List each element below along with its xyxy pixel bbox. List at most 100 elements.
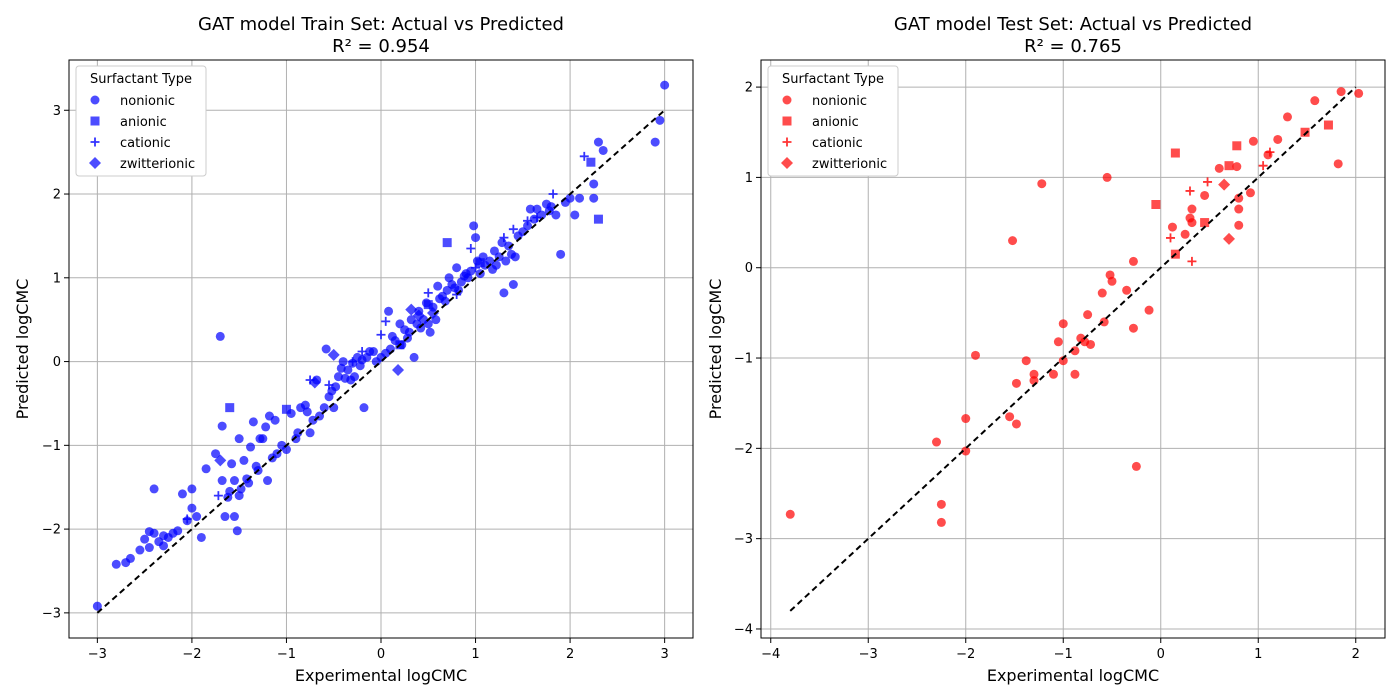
train-y-tick-label: 3	[53, 104, 61, 119]
test-legend-marker-nonionic	[782, 95, 792, 105]
train-point-nonionic	[270, 415, 280, 425]
train-point-nonionic	[409, 352, 419, 362]
train-point-nonionic	[525, 204, 535, 214]
train-point-nonionic	[650, 137, 660, 147]
test-point-nonionic	[1245, 188, 1255, 198]
test-point-cationic	[1258, 161, 1268, 171]
test-point-nonionic	[1049, 369, 1058, 379]
test-point-zwitterionic	[1218, 178, 1231, 191]
test-legend-markers	[781, 95, 793, 169]
test-reference-line	[789, 86, 1357, 612]
train-y-axis-label: Predicted logCMC	[13, 279, 32, 420]
test-legend-marker-zwitterionic	[781, 157, 793, 169]
train-point-nonionic	[192, 512, 202, 522]
test-y-tick-label: −2	[734, 442, 753, 457]
test-point-anionic	[1170, 148, 1180, 158]
train-point-nonionic	[173, 526, 183, 536]
train-point-anionic	[281, 404, 291, 414]
test-point-nonionic	[936, 499, 946, 509]
test-point-nonionic	[1053, 337, 1063, 347]
test-legend-title: Surfactant Type	[782, 72, 884, 87]
train-y-tick-label: −1	[42, 439, 61, 454]
train-point-zwitterionic	[412, 309, 425, 322]
train-legend-marker-cationic	[90, 137, 100, 147]
train-point-nonionic	[149, 528, 159, 538]
test-y-tick-label: 1	[745, 171, 753, 186]
test-y-tick-label: −3	[734, 532, 753, 547]
train-point-nonionic	[236, 484, 246, 494]
train-point-nonionic	[598, 145, 608, 155]
train-point-nonionic	[501, 256, 511, 266]
test-point-nonionic	[1086, 339, 1096, 349]
test-title: GAT model Test Set: Actual vs Predicted	[894, 14, 1252, 35]
test-point-nonionic	[1234, 193, 1244, 203]
test-point-nonionic	[1187, 218, 1197, 228]
train-point-cationic	[213, 491, 223, 501]
train-point-nonionic	[263, 476, 273, 486]
train-subtitle: R² = 0.954	[332, 36, 430, 57]
train-point-nonionic	[546, 202, 556, 212]
train-y-tick-label: 2	[53, 188, 61, 203]
train-point-nonionic	[384, 306, 394, 316]
train-point-cationic	[499, 233, 509, 243]
test-point-nonionic	[1083, 310, 1093, 320]
test-point-nonionic	[1037, 179, 1047, 189]
test-legend-marker-cationic	[782, 137, 792, 147]
test-point-nonionic	[1097, 288, 1107, 298]
train-point-nonionic	[220, 512, 230, 522]
test-point-cationic	[1185, 186, 1195, 196]
train-point-zwitterionic	[392, 363, 405, 376]
train-point-nonionic	[471, 233, 481, 243]
test-point-nonionic	[932, 437, 941, 447]
train-point-nonionic	[217, 476, 227, 486]
train-point-nonionic	[187, 484, 197, 494]
train-legend-markers	[89, 95, 101, 169]
train-y-tick-label: 0	[53, 355, 61, 370]
train-point-nonionic	[244, 478, 254, 488]
test-point-cationic	[1203, 177, 1213, 187]
test-point-anionic	[1224, 161, 1234, 171]
train-point-nonionic	[660, 80, 670, 90]
test-points	[785, 87, 1364, 527]
test-point-nonionic	[1310, 96, 1320, 106]
train-point-anionic	[593, 214, 603, 224]
train-point-nonionic	[589, 193, 599, 203]
train-legend-nonionic: nonionic	[120, 94, 175, 109]
train-point-anionic	[475, 258, 485, 268]
test-point-nonionic	[1029, 369, 1039, 379]
train-point-nonionic	[368, 347, 378, 357]
train-point-nonionic	[227, 459, 237, 469]
train-point-nonionic	[140, 534, 150, 544]
train-point-nonionic	[92, 601, 102, 611]
test-y-tick-label: −1	[734, 352, 753, 367]
train-point-nonionic	[469, 221, 479, 231]
test-point-nonionic	[1029, 376, 1039, 386]
train-point-nonionic	[319, 403, 329, 413]
train-point-zwitterionic	[308, 376, 321, 389]
test-point-nonionic	[1187, 204, 1197, 214]
train-point-nonionic	[229, 476, 239, 486]
test-point-nonionic	[1021, 356, 1031, 366]
test-point-nonionic	[1011, 378, 1021, 388]
train-point-nonionic	[589, 179, 599, 189]
test-legend-marker-anionic	[782, 116, 792, 126]
train-legend-marker-zwitterionic	[89, 157, 101, 169]
test-point-nonionic	[1099, 317, 1109, 327]
test-point-nonionic	[785, 509, 795, 519]
test-x-tick-label: −1	[1054, 647, 1073, 662]
test-point-nonionic	[1058, 319, 1068, 329]
train-point-nonionic	[144, 543, 154, 553]
test-x-axis-label: Experimental logCMC	[987, 666, 1159, 685]
train-x-tick-label: −3	[88, 647, 107, 662]
train-point-nonionic	[187, 503, 197, 513]
train-point-anionic	[225, 403, 235, 413]
train-legend: Surfactant Type nonionic anionic cationi…	[75, 65, 207, 177]
test-x-tick-label: 1	[1254, 647, 1262, 662]
train-point-nonionic	[331, 382, 341, 392]
train-x-tick-label: −2	[182, 647, 201, 662]
test-point-nonionic	[1070, 369, 1080, 379]
train-point-anionic	[442, 238, 452, 248]
train-point-nonionic	[196, 532, 206, 542]
test-point-nonionic	[1336, 87, 1346, 97]
train-legend-cationic: cationic	[120, 136, 171, 151]
